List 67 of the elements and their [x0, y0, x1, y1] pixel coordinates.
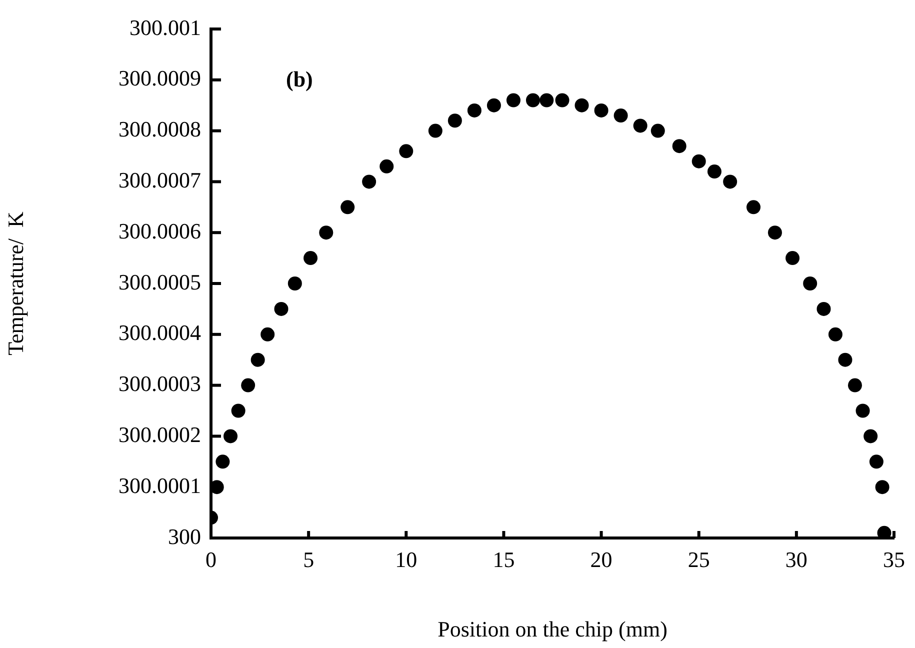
point: [428, 124, 442, 138]
point: [362, 174, 376, 189]
point: [594, 103, 608, 118]
y-tick-label: 300.0002: [118, 422, 201, 447]
point: [467, 103, 482, 118]
point: [526, 93, 540, 108]
point: [241, 378, 256, 392]
x-tick-label: 0: [206, 546, 216, 572]
point: [274, 302, 288, 316]
point: [828, 327, 842, 342]
point: [856, 404, 870, 418]
x-tick-label: 10: [395, 546, 418, 572]
point: [877, 526, 892, 538]
annotation: (b): [286, 66, 313, 92]
point: [486, 98, 501, 112]
y-tick-label: 300.0001: [118, 472, 201, 498]
x-tick-label: 35: [883, 546, 905, 572]
point: [650, 124, 665, 138]
point: [224, 429, 238, 444]
point: [250, 352, 265, 367]
point: [260, 327, 275, 342]
point: [555, 93, 570, 108]
point: [692, 154, 706, 168]
point: [304, 251, 318, 266]
x-tick-label: 25: [688, 546, 710, 572]
x-tick-label: 30: [785, 546, 808, 572]
point: [672, 139, 686, 154]
x-tick-label: 15: [492, 546, 515, 572]
point: [786, 251, 800, 266]
point: [723, 174, 738, 189]
point: [614, 108, 628, 123]
point: [838, 352, 852, 367]
point: [707, 164, 722, 179]
point: [448, 114, 462, 128]
point: [746, 200, 760, 214]
x-tick-label: 20: [590, 546, 612, 572]
point: [816, 302, 831, 316]
point: [633, 118, 648, 133]
point: [540, 93, 554, 108]
point: [574, 98, 589, 112]
y-tick-label: 300.0007: [118, 167, 201, 192]
point: [319, 226, 334, 240]
y-tick-label: 300.0008: [118, 116, 201, 142]
point: [875, 480, 890, 494]
y-tick-label: 300.001: [130, 14, 201, 40]
y-tick-label: 300.0005: [118, 269, 201, 294]
x-axis-title: Position on the chip (mm): [438, 616, 668, 642]
point: [399, 144, 414, 158]
y-tick-label: 300.0004: [118, 320, 201, 346]
y-tick-label: 300.0006: [118, 218, 201, 244]
y-axis-title: Temperature/ K: [2, 211, 28, 356]
point: [869, 454, 884, 469]
point: [803, 276, 818, 290]
y-tick-label: 300: [168, 524, 201, 549]
point: [848, 378, 862, 392]
point: [340, 200, 355, 214]
point: [864, 429, 878, 444]
point: [506, 93, 520, 108]
y-tick-label: 300.0003: [118, 371, 201, 396]
x-tick-label: 5: [303, 546, 314, 572]
point: [216, 454, 230, 469]
point: [288, 276, 302, 290]
point: [768, 226, 782, 240]
y-tick-label: 300.0009: [118, 66, 201, 91]
point: [211, 480, 224, 494]
point: [231, 404, 246, 418]
point: [380, 159, 394, 174]
